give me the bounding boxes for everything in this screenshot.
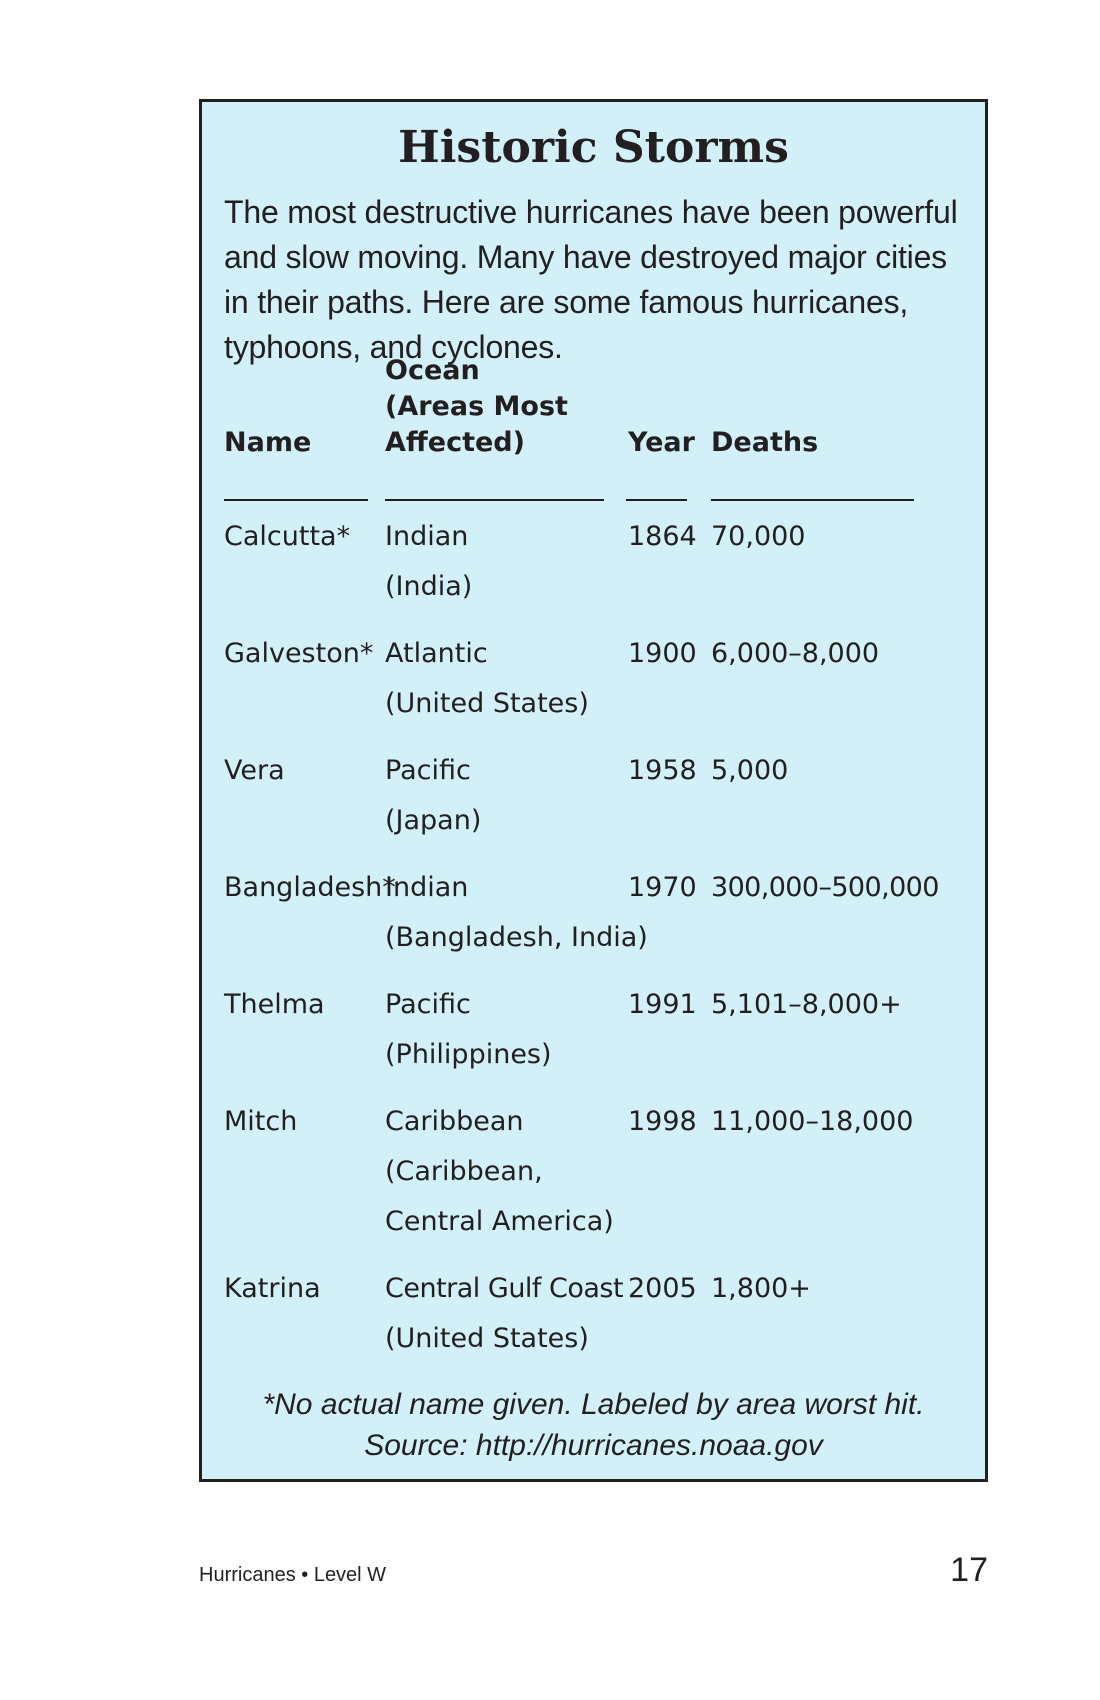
header-year: Year [628,427,695,458]
row-1-area: (India) [385,571,473,602]
row-3-ocean: Pacific [385,755,471,786]
header-ocean-line1: Ocean [385,355,480,386]
row-4-year: 1970 [628,872,697,903]
row-6-year: 1998 [628,1106,697,1137]
header-rule-name [224,499,368,501]
row-2-deaths: 6,000–8,000 [711,638,880,669]
header-rule-deaths [711,499,914,501]
row-7-deaths: 1,800+ [711,1273,811,1304]
row-1-year: 1864 [628,521,697,552]
row-5-area: (Philippines) [385,1039,552,1070]
row-3-name: Vera [224,755,285,786]
row-5-year: 1991 [628,989,697,1020]
row-2-year: 1900 [628,638,697,669]
row-4-area: (Bangladesh, India) [385,922,648,953]
book-title-footer: Hurricanes • Level W [199,1564,387,1586]
historic-storms-sidebar: Historic Storms The most destructive hur… [199,99,988,1482]
row-6-name: Mitch [224,1106,298,1137]
row-2-name: Galveston* [224,638,374,669]
row-7-ocean: Central Gulf Coast [385,1273,624,1304]
row-1-name: Calcutta* [224,521,351,552]
row-6-ocean: Caribbean [385,1106,524,1137]
row-4-deaths: 300,000–500,000 [711,872,939,903]
sidebar-title: Historic Storms [398,122,789,173]
row-3-deaths: 5,000 [711,755,789,786]
row-7-name: Katrina [224,1273,321,1304]
header-rule-year [626,499,687,501]
row-1-ocean: Indian [385,521,469,552]
row-5-deaths: 5,101–8,000+ [711,989,902,1020]
row-3-area: (Japan) [385,805,482,836]
footnote: *No actual name given. Labeled by area w… [262,1388,925,1421]
page-number: 17 [950,1551,988,1589]
row-4-name: Bangladesh* [224,872,396,903]
intro-paragraph: The most destructive hurricanes have bee… [224,194,958,365]
header-ocean-line2: (Areas Most [385,391,568,422]
header-rule-ocean [385,499,604,501]
row-3-year: 1958 [628,755,697,786]
header-ocean-line3: Affected) [385,427,525,458]
row-1-deaths: 70,000 [711,521,806,552]
row-7-year: 2005 [628,1273,697,1304]
source-citation: Source: http://hurricanes.noaa.gov [364,1429,823,1462]
row-4-ocean: Indian [385,872,469,903]
row-6-deaths: 11,000–18,000 [711,1106,914,1137]
row-5-ocean: Pacific [385,989,471,1020]
row-2-ocean: Atlantic [385,638,488,669]
row-6-area-line1: (Caribbean, [385,1156,543,1187]
row-6-area-line2: Central America) [385,1206,614,1237]
row-7-area: (United States) [385,1323,589,1354]
row-5-name: Thelma [224,989,325,1020]
row-2-area: (United States) [385,688,589,719]
header-deaths: Deaths [711,427,819,458]
header-name: Name [224,427,312,458]
